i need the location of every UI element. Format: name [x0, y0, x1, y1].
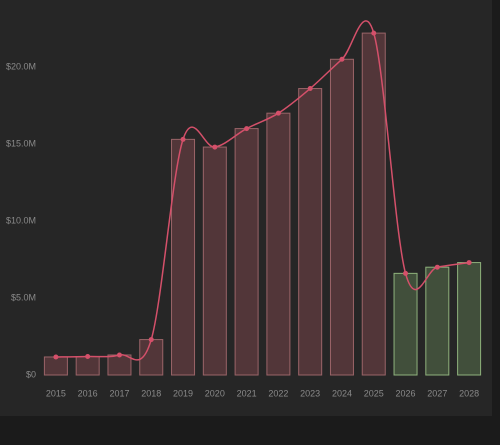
line-marker	[148, 337, 154, 343]
x-tick-label: 2022	[268, 388, 288, 398]
x-tick-label: 2023	[300, 388, 320, 398]
y-tick-label: $0	[26, 369, 36, 379]
line-marker	[403, 270, 409, 276]
x-tick-label: 2026	[396, 388, 416, 398]
x-tick-label: 2020	[205, 388, 225, 398]
x-tick-label: 2024	[332, 388, 352, 398]
y-tick-label: $20.0M	[6, 61, 36, 71]
x-tick-label: 2016	[78, 388, 98, 398]
bar	[75, 356, 100, 376]
bar	[202, 146, 227, 376]
bar	[266, 112, 291, 376]
bar	[234, 128, 259, 376]
x-tick-label: 2017	[109, 388, 129, 398]
x-tick-label: 2021	[237, 388, 257, 398]
x-tick-label: 2018	[141, 388, 161, 398]
line-marker	[180, 136, 186, 142]
line-marker	[307, 86, 313, 92]
bar	[298, 88, 323, 376]
x-tick-label: 2015	[46, 388, 66, 398]
line-marker	[53, 354, 59, 360]
line-marker	[434, 264, 440, 270]
bar	[107, 354, 132, 376]
bar	[43, 356, 68, 376]
line-marker	[244, 126, 250, 132]
bar	[425, 266, 450, 376]
bar	[171, 138, 196, 376]
line-marker	[371, 30, 377, 36]
line-marker	[116, 352, 122, 358]
line-marker	[339, 56, 345, 62]
line-marker	[275, 110, 281, 116]
y-tick-label: $5.0M	[11, 292, 36, 302]
line-marker	[212, 144, 218, 150]
line-marker	[466, 260, 472, 266]
line-marker	[85, 354, 91, 360]
y-tick-label: $15.0M	[6, 138, 36, 148]
y-tick-label: $10.0M	[6, 215, 36, 225]
bar	[457, 262, 482, 376]
x-tick-label: 2028	[459, 388, 479, 398]
bar	[329, 58, 354, 376]
trend-line	[55, 20, 470, 361]
x-tick-label: 2019	[173, 388, 193, 398]
x-tick-label: 2025	[364, 388, 384, 398]
x-tick-label: 2027	[427, 388, 447, 398]
